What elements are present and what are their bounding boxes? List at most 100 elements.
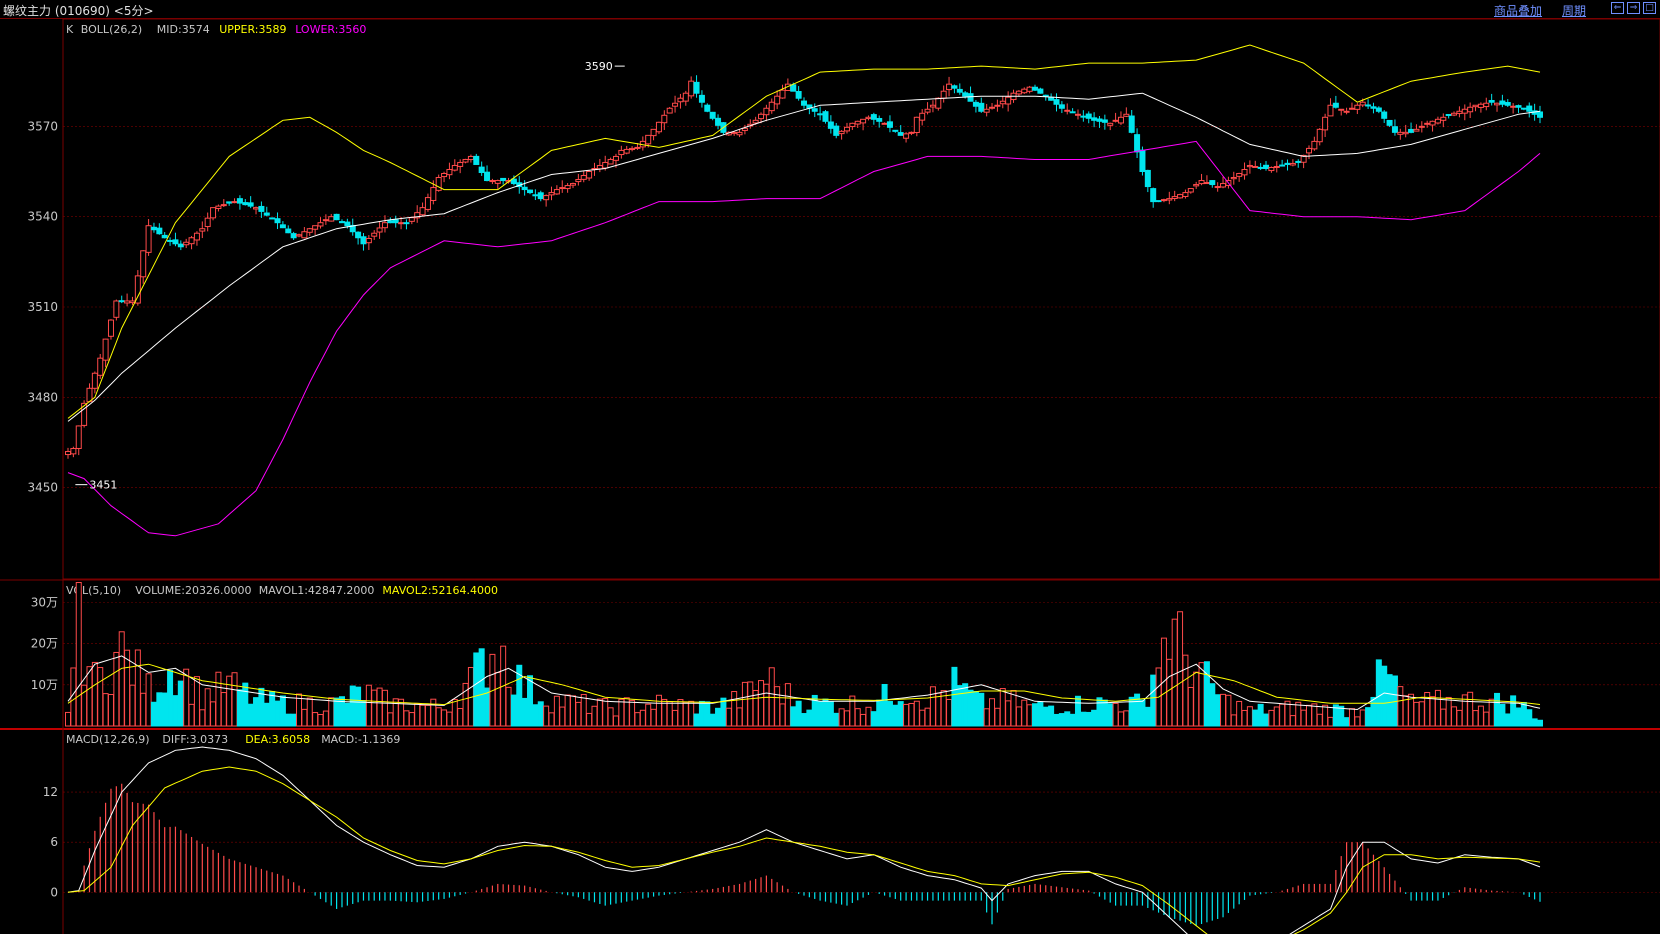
overlay-commodity-button[interactable]: 商品叠加 (1494, 4, 1543, 18)
volume-bar (1074, 695, 1081, 727)
candle-body (1434, 118, 1441, 124)
candle-body (736, 131, 743, 136)
candle-body (1021, 88, 1028, 94)
volume-bar (430, 698, 437, 727)
candle-body (188, 237, 195, 245)
legend-volume: VOLUME:20326.0000 (135, 584, 251, 597)
volume-bar (672, 709, 679, 727)
volume-bar (639, 709, 646, 727)
volume-bar (140, 692, 147, 727)
volume-bar (865, 706, 872, 727)
volume-bar (1456, 709, 1463, 727)
volume-bar (102, 693, 109, 727)
volume-bar (172, 695, 179, 727)
candle-body (682, 92, 689, 102)
volume-bar (1413, 701, 1420, 727)
candle-body (795, 91, 802, 99)
volume-bar (349, 685, 356, 727)
candle-body (183, 241, 190, 246)
candle-body (349, 224, 356, 233)
volume-bar (559, 706, 566, 727)
candle-body (972, 101, 979, 107)
volume-bar (1289, 715, 1296, 727)
candle-body (484, 171, 491, 182)
candle-body (817, 113, 824, 116)
y-tick-label: 3540 (27, 210, 58, 224)
volume-bar (709, 713, 716, 727)
y-tick-label: 12 (43, 785, 58, 799)
volume-bar (575, 701, 582, 727)
volume-bar (75, 582, 82, 727)
volume-bar (715, 707, 722, 727)
candle-body (360, 236, 367, 245)
volume-bar (596, 698, 603, 727)
candle-body (1327, 104, 1334, 117)
candle-body (65, 451, 71, 456)
candle-body (1537, 111, 1543, 118)
volume-bar (860, 713, 867, 727)
candle-body (365, 237, 372, 244)
candle-body (381, 222, 388, 229)
volume-bar (322, 710, 329, 727)
candle-body (1413, 128, 1420, 132)
candle-body (1096, 118, 1103, 122)
candle-body (1386, 119, 1393, 126)
volume-bar (1069, 713, 1076, 727)
volume-bar (1252, 709, 1259, 727)
candle-body (344, 221, 351, 227)
volume-bar (929, 686, 936, 727)
volume-bar (1359, 709, 1366, 727)
volume-bar (956, 685, 963, 727)
candle-body (1375, 107, 1382, 112)
volume-bar (1418, 701, 1425, 727)
volume-bar (849, 695, 856, 727)
candle-body (322, 219, 329, 222)
volume-bar (1305, 704, 1312, 727)
volume-bar (779, 703, 786, 727)
candle-body (833, 125, 840, 136)
candle-body (865, 116, 872, 120)
volume-bar (999, 688, 1006, 727)
volume-bar (441, 709, 448, 727)
candle-body (1322, 116, 1329, 131)
scroll-right-icon[interactable]: ⇒ (1627, 2, 1640, 14)
candle-body (1424, 122, 1431, 125)
volume-bar (1370, 696, 1377, 727)
volume-bar (645, 703, 652, 727)
y-tick-label: 20万 (31, 637, 58, 651)
candle-body (698, 94, 705, 103)
candle-body (661, 114, 668, 124)
volume-bar (285, 713, 292, 727)
candle-body (424, 197, 431, 210)
volume-bar (892, 704, 899, 727)
period-button[interactable]: 周期 (1562, 4, 1587, 18)
legend-boll: BOLL(26,2) (81, 23, 142, 36)
candle-body (1053, 99, 1060, 105)
candle-body (822, 111, 829, 122)
candle-body (860, 118, 867, 124)
volume-bar (177, 680, 184, 727)
candle-body (548, 192, 555, 196)
candle-body (1300, 154, 1307, 163)
candle-body (398, 222, 405, 225)
volume-bar (1117, 711, 1124, 727)
maximize-icon[interactable]: □ (1643, 2, 1656, 14)
candle-body (140, 250, 147, 278)
candle-body (1273, 165, 1280, 168)
volume-bar (972, 690, 979, 727)
scroll-left-icon[interactable]: ⇐ (1611, 2, 1624, 14)
volume-bar (1311, 703, 1318, 727)
candle-body (1332, 102, 1339, 108)
boll-lower-line (67, 140, 1541, 537)
volume-bar (527, 675, 534, 727)
volume-bar (924, 707, 931, 727)
candle-body (532, 194, 539, 197)
volume-bar (1279, 703, 1286, 727)
volume-bar (1477, 705, 1484, 727)
candle-body (693, 81, 700, 94)
volume-bar (763, 683, 770, 727)
candle-body (704, 104, 711, 112)
candle-body (1445, 113, 1452, 116)
candle-body (231, 201, 238, 204)
